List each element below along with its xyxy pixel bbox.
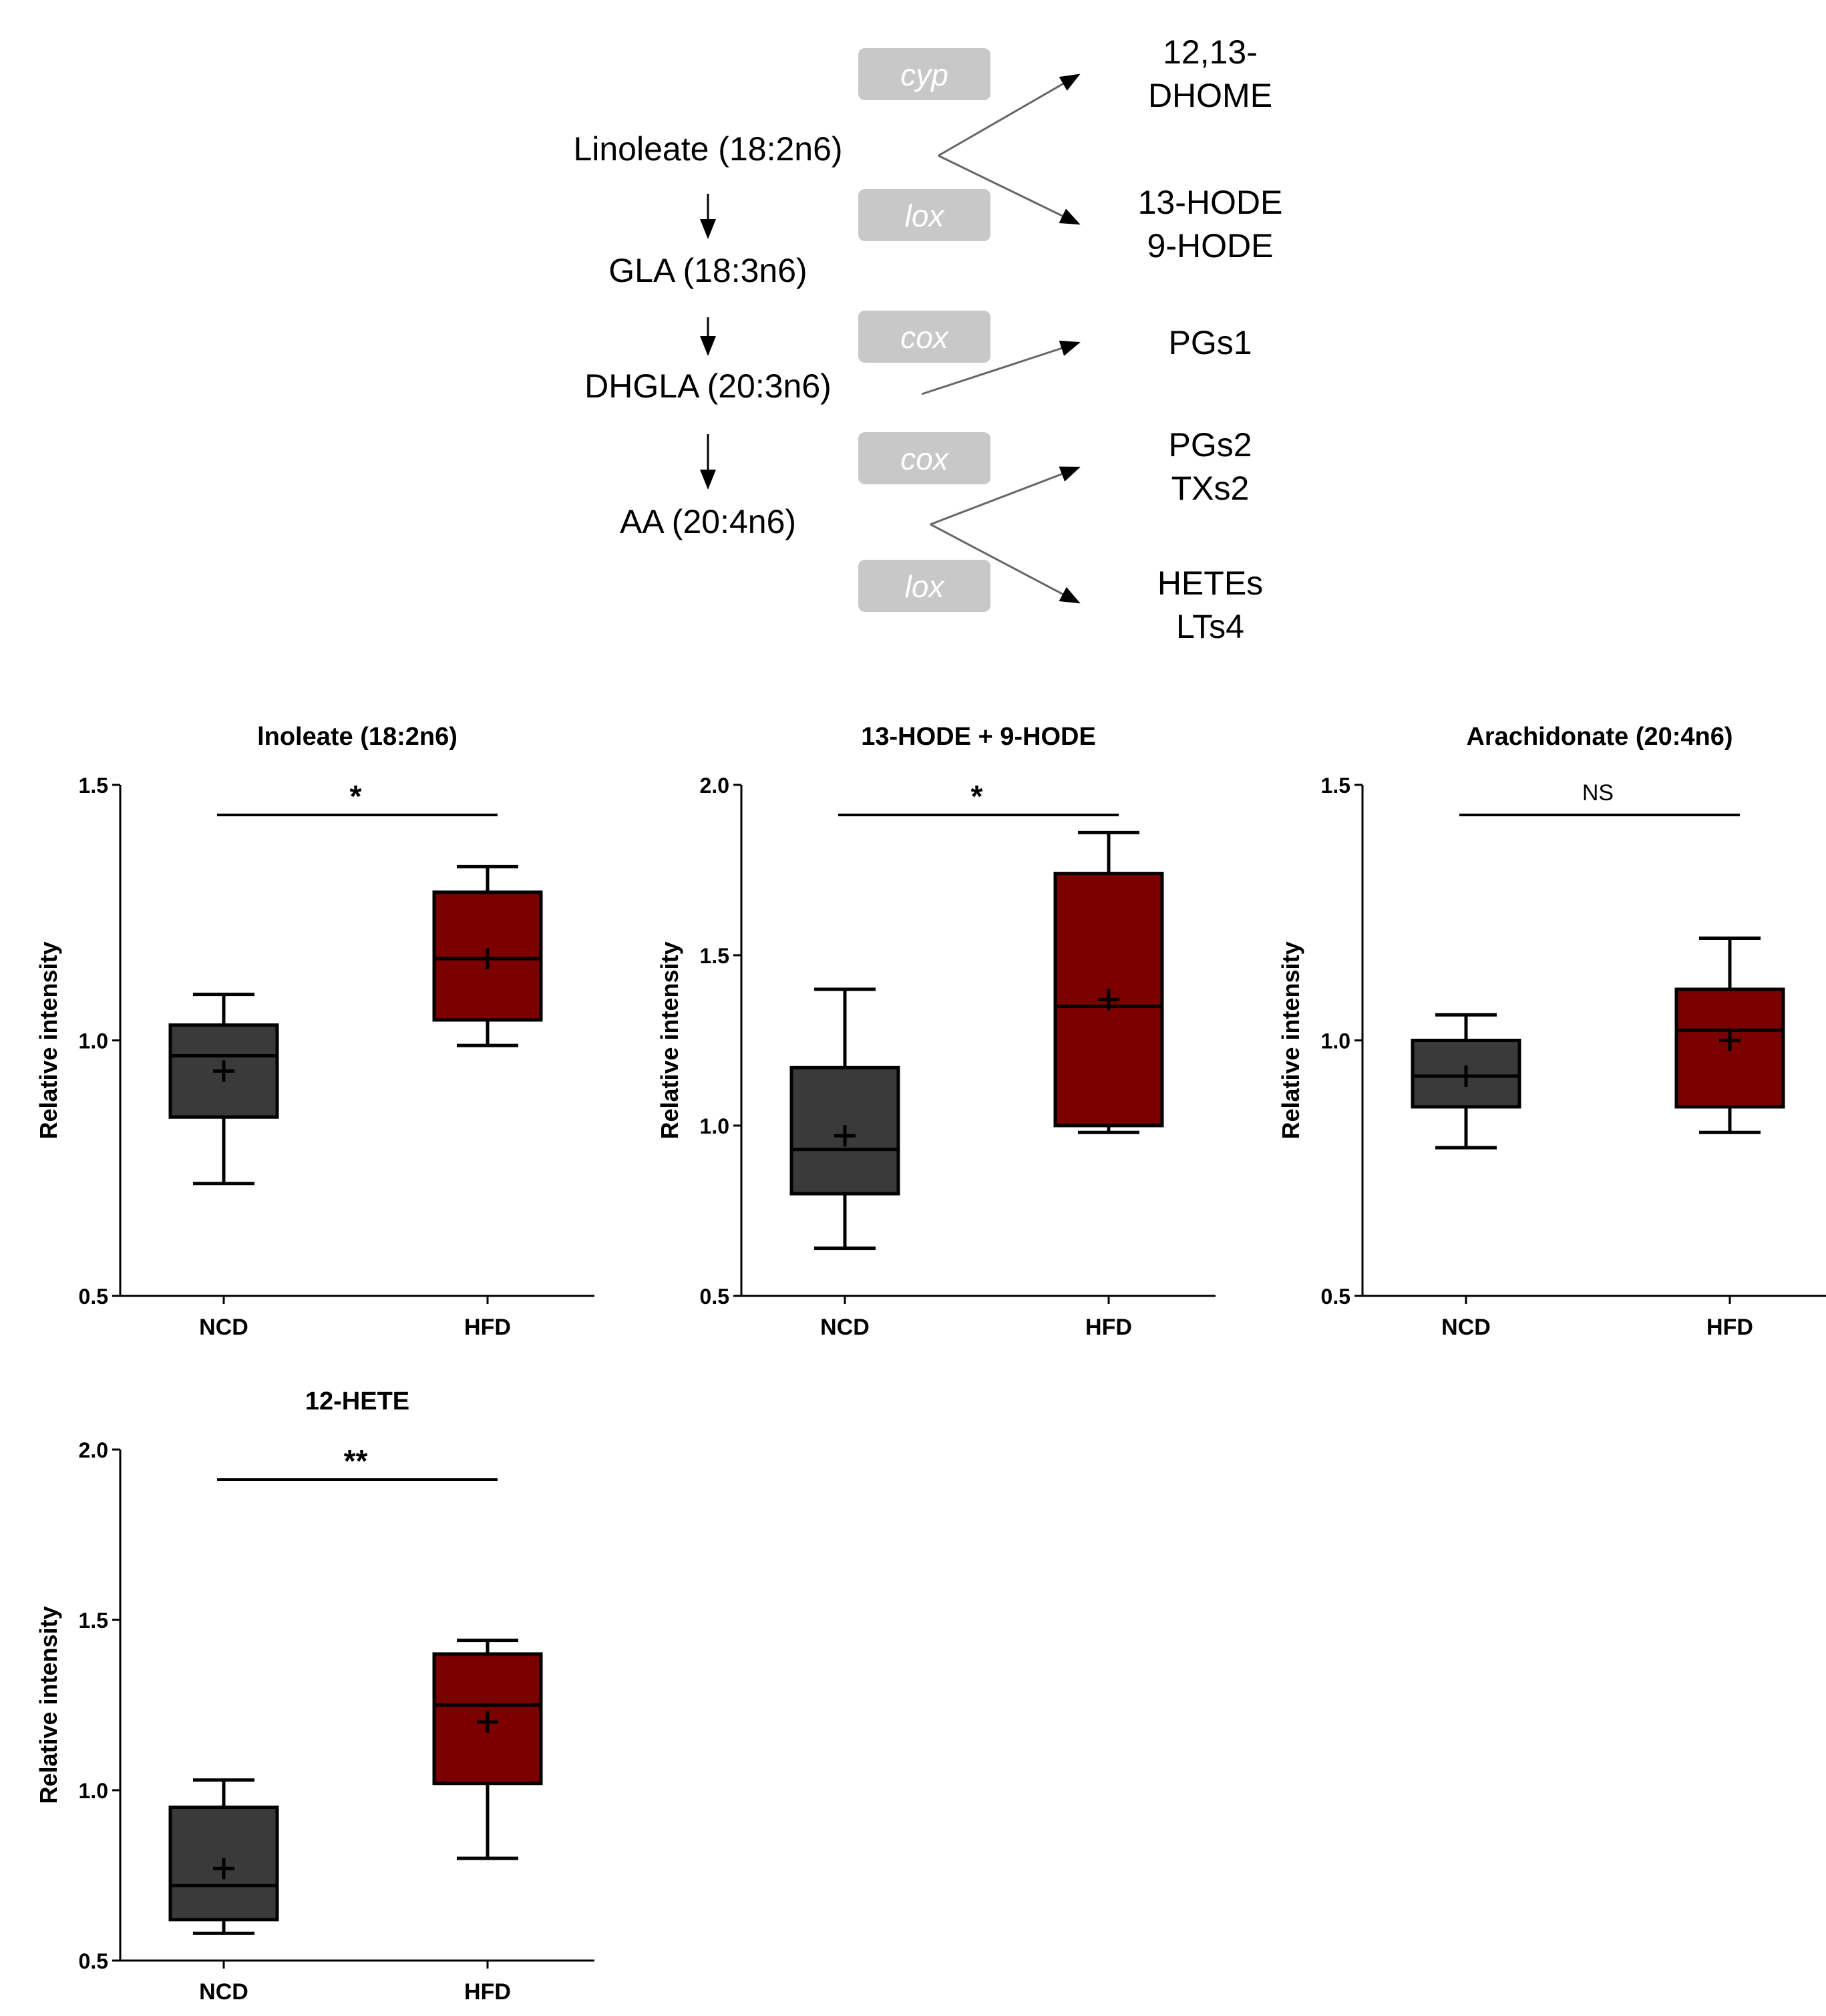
y-tick-label: 1.5 bbox=[700, 944, 729, 968]
y-tick-label: 0.5 bbox=[1321, 1285, 1350, 1309]
enzyme-labels: cyp lox cox cox lox bbox=[858, 48, 990, 612]
products: 12,13- DHOME 13-HODE 9-HODE PGs1 PGs2 TX… bbox=[1138, 33, 1283, 645]
y-tick-label: 1.0 bbox=[79, 1779, 108, 1803]
branch-arrow-icon bbox=[930, 523, 1081, 604]
pathway-diagram: Linoleate (18:2n6) GLA (18:3n6) DHGLA (2… bbox=[573, 33, 1283, 645]
y-tick-label: 0.5 bbox=[79, 1285, 108, 1309]
product-dhome-2: DHOME bbox=[1148, 77, 1272, 114]
y-tick-label: 1.5 bbox=[1321, 774, 1350, 798]
y-tick-label: 1.0 bbox=[79, 1029, 108, 1053]
box-hfd bbox=[1674, 937, 1785, 1134]
x-tick-label: HFD bbox=[1706, 1315, 1753, 1340]
x-tick-label: HFD bbox=[464, 1979, 511, 2005]
enzyme-cox-1: cox bbox=[900, 320, 950, 355]
product-pgs1: PGs1 bbox=[1168, 324, 1252, 361]
box-ncd bbox=[168, 1778, 279, 1935]
enzyme-box bbox=[858, 432, 990, 484]
y-axis-label: Relative intensity bbox=[656, 941, 683, 1139]
x-tick-label: HFD bbox=[464, 1315, 511, 1340]
enzyme-box bbox=[858, 189, 990, 241]
y-axis-label: Relative intensity bbox=[35, 941, 62, 1139]
product-pgs2: PGs2 bbox=[1168, 426, 1252, 464]
product-dhome-1: 12,13- bbox=[1163, 33, 1258, 71]
chain-aa: AA (20:4n6) bbox=[620, 503, 796, 540]
y-tick-label: 1.0 bbox=[1321, 1029, 1350, 1053]
branch-arrows bbox=[921, 73, 1081, 604]
enzyme-cox-2: cox bbox=[900, 442, 950, 476]
x-tick-label: NCD bbox=[1441, 1315, 1491, 1340]
chart-title: Arachidonate (20:4n6) bbox=[1466, 723, 1732, 751]
box-hfd bbox=[1053, 830, 1164, 1134]
product-hetes: HETEs bbox=[1157, 564, 1263, 602]
y-tick-label: 1.5 bbox=[79, 774, 108, 798]
chain-gla: GLA (18:3n6) bbox=[608, 252, 807, 289]
enzyme-box bbox=[858, 560, 990, 612]
y-tick-label: 0.5 bbox=[79, 1949, 108, 1973]
chain-dhgla: DHGLA (20:3n6) bbox=[584, 367, 832, 405]
significance-label: * bbox=[971, 779, 983, 814]
boxplot-linoleate: lnoleate (18:2n6) 0.5 1.0 1.5 Relative inten… bbox=[35, 723, 594, 1340]
chain-linoleate: Linoleate (18:2n6) bbox=[573, 130, 842, 168]
boxplot-arachidonate: Arachidonate (20:4n6) 0.5 1.0 1.5 Relative i… bbox=[1277, 723, 1826, 1340]
x-tick-label: NCD bbox=[199, 1979, 248, 2005]
y-tick-label: 2.0 bbox=[700, 774, 729, 798]
x-tick-label: HFD bbox=[1085, 1315, 1132, 1340]
branch-arrow-icon bbox=[938, 73, 1081, 157]
branch-arrow-icon bbox=[921, 341, 1081, 395]
significance-label: NS bbox=[1582, 780, 1614, 806]
y-tick-label: 0.5 bbox=[700, 1285, 729, 1309]
box-ncd bbox=[168, 993, 279, 1186]
box-hfd bbox=[432, 864, 543, 1047]
box-ncd bbox=[1411, 1013, 1521, 1150]
box-hfd bbox=[432, 1639, 543, 1860]
box-ncd bbox=[789, 987, 900, 1250]
product-txs2: TXs2 bbox=[1171, 470, 1250, 507]
product-hode-1: 13-HODE bbox=[1138, 184, 1283, 221]
y-axis-label: Relative intensity bbox=[1277, 941, 1304, 1139]
product-lts4: LTs4 bbox=[1176, 608, 1244, 645]
enzyme-cyp: cyp bbox=[900, 57, 948, 92]
chart-title: 12-HETE bbox=[305, 1387, 409, 1415]
y-tick-label: 2.0 bbox=[79, 1438, 108, 1462]
branch-arrow-icon bbox=[938, 154, 1081, 225]
boxplot-hode: 13-HODE + 9-HODE 0.5 1.0 1.5 2.0 Relative int… bbox=[656, 723, 1216, 1340]
significance-label: ** bbox=[344, 1444, 368, 1478]
chart-title: 13-HODE + 9-HODE bbox=[861, 723, 1096, 751]
y-tick-label: 1.0 bbox=[700, 1114, 729, 1138]
enzyme-lox-1: lox bbox=[905, 198, 946, 233]
branch-arrow-icon bbox=[930, 466, 1081, 526]
enzyme-lox-2: lox bbox=[905, 569, 946, 604]
enzyme-box bbox=[858, 311, 990, 363]
x-tick-label: NCD bbox=[199, 1315, 248, 1340]
chart-title: lnoleate (18:2n6) bbox=[257, 723, 458, 751]
y-axis-label: Relative intensity bbox=[35, 1606, 62, 1804]
boxplot-12-hete: 12-HETE 0.5 1.0 1.5 2.0 Relative intensity NCD… bbox=[35, 1387, 594, 2005]
x-tick-label: NCD bbox=[820, 1315, 870, 1340]
significance-label: * bbox=[350, 779, 362, 814]
enzyme-box bbox=[858, 48, 990, 100]
y-tick-label: 1.5 bbox=[79, 1609, 108, 1633]
product-hode-2: 9-HODE bbox=[1147, 227, 1274, 265]
substrate-chain: Linoleate (18:2n6) GLA (18:3n6) DHGLA (2… bbox=[573, 130, 842, 540]
